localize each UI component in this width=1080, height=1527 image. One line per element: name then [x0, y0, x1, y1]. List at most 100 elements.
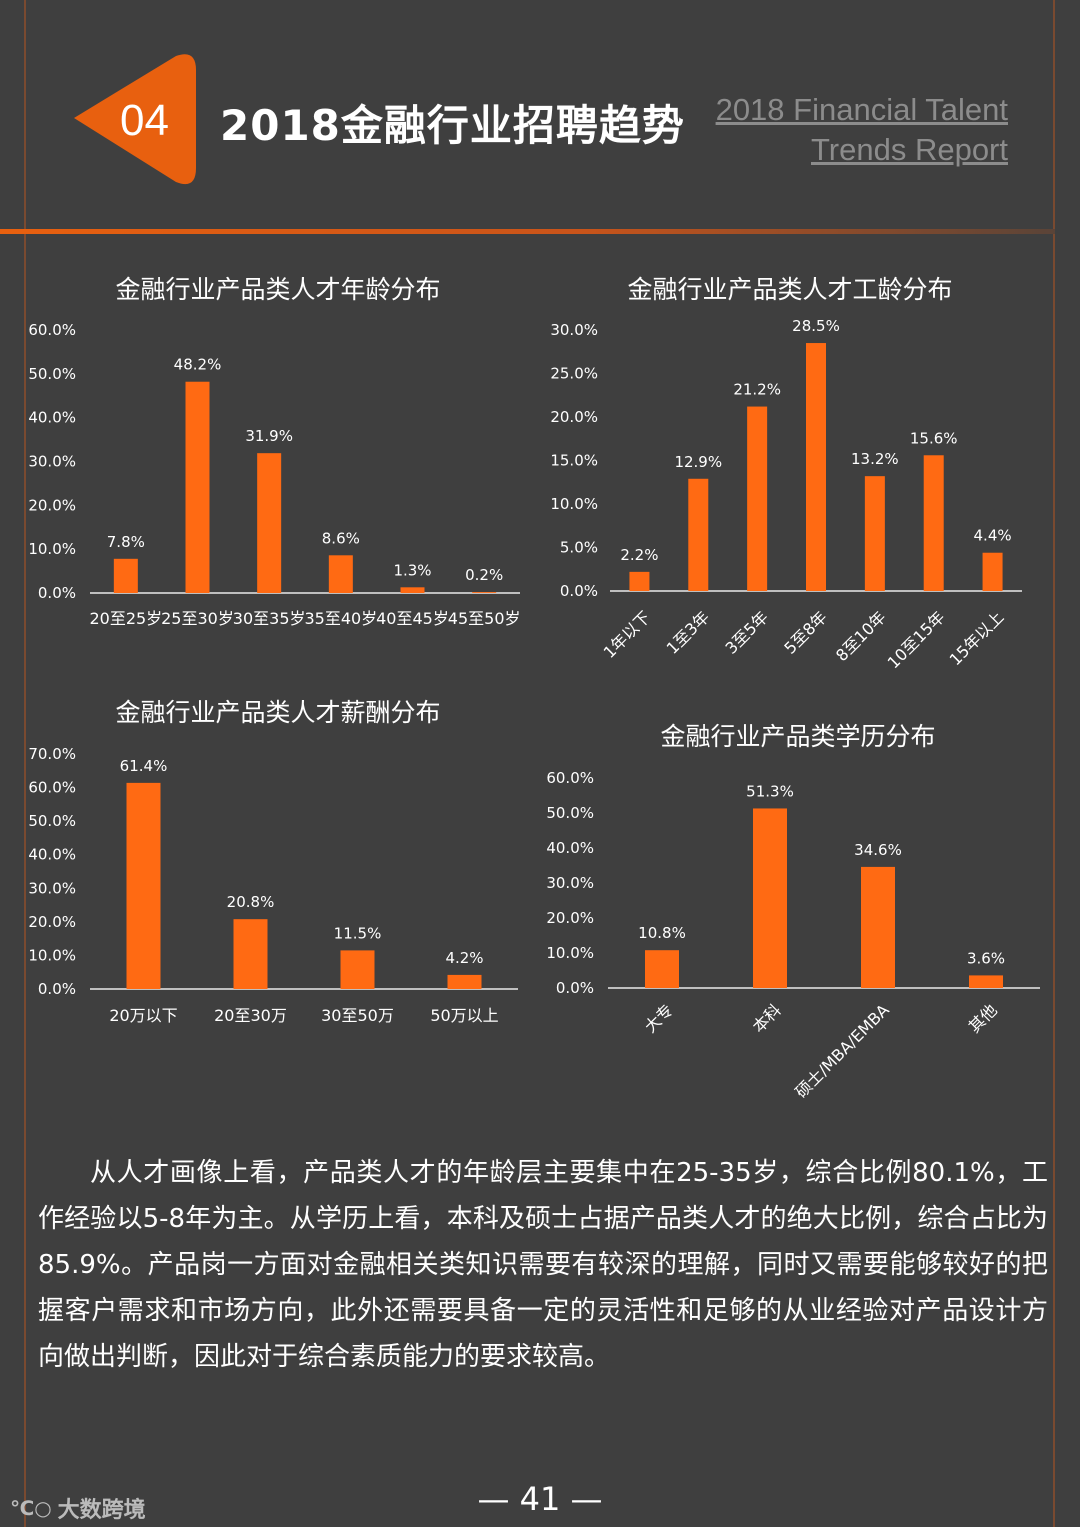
data-label: 11.5%	[334, 924, 382, 942]
category-label: 10至15年	[884, 607, 949, 672]
y-tick-label: 10.0%	[28, 540, 76, 558]
watermark-text: 大数跨境	[57, 1498, 146, 1523]
data-label: 51.3%	[746, 782, 794, 800]
y-tick-label: 50.0%	[28, 365, 76, 383]
data-label: 15.6%	[910, 429, 958, 447]
data-label: 28.5%	[792, 317, 840, 335]
data-label: 4.2%	[445, 949, 483, 967]
category-label: 20万以下	[109, 1006, 177, 1025]
bar	[753, 808, 787, 988]
bar	[969, 975, 1003, 988]
y-tick-label: 20.0%	[546, 909, 594, 927]
salary-distribution-chart: 金融行业产品类人才薪酬分布 0.0% 10.0% 20.0% 30.0% 40.0% 50.…	[28, 698, 518, 1025]
bar	[747, 406, 768, 591]
experience-distribution-chart: 金融行业产品类人才工龄分布 0.0% 5.0% 10.0% 15.0% 20.0% 25.0…	[550, 275, 1022, 672]
y-tick-label: 30.0%	[546, 874, 594, 892]
y-tick-label: 50.0%	[546, 804, 594, 822]
y-tick-label: 20.0%	[28, 913, 76, 931]
category-label: 硕士/MBA/EMBA	[791, 1000, 892, 1101]
category-label: 1年以下	[600, 607, 655, 662]
header-divider	[0, 229, 1055, 234]
category-label: 3至5年	[722, 607, 772, 657]
bar	[982, 552, 1003, 591]
data-label: 48.2%	[174, 356, 222, 374]
category-label: 1至3年	[663, 607, 713, 657]
badge-arrow-shape	[74, 54, 196, 185]
y-tick-label: 10.0%	[550, 495, 598, 513]
page-number: — 41 —	[477, 1480, 603, 1518]
bar	[864, 476, 885, 591]
y-tick-label: 20.0%	[550, 408, 598, 426]
y-tick-label: 40.0%	[546, 839, 594, 857]
category-label: 8至10年	[832, 607, 890, 665]
category-label: 15年以上	[946, 607, 1008, 669]
english-subtitle-line-1: 2018 Financial Talent	[715, 92, 1008, 127]
data-label: 12.9%	[674, 453, 722, 471]
bar	[472, 592, 497, 593]
y-tick-label: 20.0%	[28, 496, 76, 514]
data-label: 1.3%	[393, 561, 431, 579]
bar	[233, 919, 268, 989]
data-label: 3.6%	[967, 949, 1005, 967]
education-distribution-chart: 金融行业产品类学历分布 0.0% 10.0% 20.0% 30.0% 40.0% 50.0%…	[546, 722, 1040, 1102]
summary-paragraph: 从人才画像上看，产品类人才的年龄层主要集中在25-35岁，综合比例80.1%，工…	[38, 1158, 1048, 1372]
y-tick-label: 15.0%	[550, 452, 598, 470]
category-label: 5至8年	[780, 607, 830, 657]
category-label: 其他	[965, 1000, 1001, 1036]
bar	[923, 455, 944, 591]
watermark: ℃○ 大数跨境	[10, 1492, 146, 1524]
bar	[340, 950, 375, 989]
data-label: 8.6%	[322, 529, 360, 547]
y-tick-label: 60.0%	[28, 321, 76, 339]
bar	[688, 478, 709, 591]
data-label: 20.8%	[227, 893, 275, 911]
data-label: 34.6%	[854, 841, 902, 859]
category-label: 大专	[641, 1000, 677, 1036]
data-label: 2.2%	[620, 546, 658, 564]
data-label: 13.2%	[851, 450, 899, 468]
category-label: 50万以上	[430, 1006, 498, 1025]
y-tick-label: 30.0%	[28, 879, 76, 897]
y-tick-label: 10.0%	[28, 946, 76, 964]
left-border-line	[24, 0, 26, 1527]
bar	[806, 343, 826, 591]
y-tick-label: 40.0%	[28, 409, 76, 427]
english-subtitle-line-2: Trends Report	[811, 132, 1008, 167]
y-tick-label: 5.0%	[560, 539, 598, 557]
y-tick-label: 30.0%	[28, 453, 76, 471]
y-tick-label: 0.0%	[38, 980, 76, 998]
bar	[126, 782, 161, 989]
bar	[257, 453, 282, 593]
bar	[861, 866, 895, 988]
page-title: 2018金融行业招聘趋势	[220, 101, 685, 150]
chart-title: 金融行业产品类学历分布	[660, 722, 935, 751]
age-distribution-chart: 金融行业产品类人才年龄分布 0.0% 10.0% 20.0% 30.0% 40.0% 50.…	[28, 275, 520, 628]
category-label: 25至30岁	[161, 609, 234, 628]
category-label: 30至50万	[321, 1006, 394, 1025]
y-tick-label: 0.0%	[560, 582, 598, 600]
y-tick-label: 0.0%	[556, 979, 594, 997]
y-tick-label: 10.0%	[546, 944, 594, 962]
data-label: 7.8%	[107, 533, 145, 551]
y-tick-label: 60.0%	[28, 779, 76, 797]
data-label: 4.4%	[974, 527, 1012, 545]
bar	[113, 558, 138, 593]
bar	[185, 381, 210, 593]
y-tick-label: 50.0%	[28, 812, 76, 830]
bar	[447, 974, 482, 989]
category-label: 30至35岁	[233, 609, 306, 628]
section-number: 04	[120, 96, 169, 145]
y-tick-label: 0.0%	[38, 584, 76, 602]
chart-title: 金融行业产品类人才工龄分布	[627, 275, 952, 304]
data-label: 61.4%	[120, 757, 168, 775]
bar	[629, 571, 650, 591]
category-label: 20至30万	[214, 1006, 287, 1025]
bar	[645, 950, 679, 988]
data-label: 10.8%	[638, 924, 686, 942]
category-label: 40至45岁	[376, 609, 449, 628]
bar	[400, 587, 425, 593]
bar	[328, 555, 353, 593]
category-label: 20至25岁	[89, 609, 162, 628]
y-tick-label: 60.0%	[546, 769, 594, 787]
y-tick-label: 70.0%	[28, 745, 76, 763]
